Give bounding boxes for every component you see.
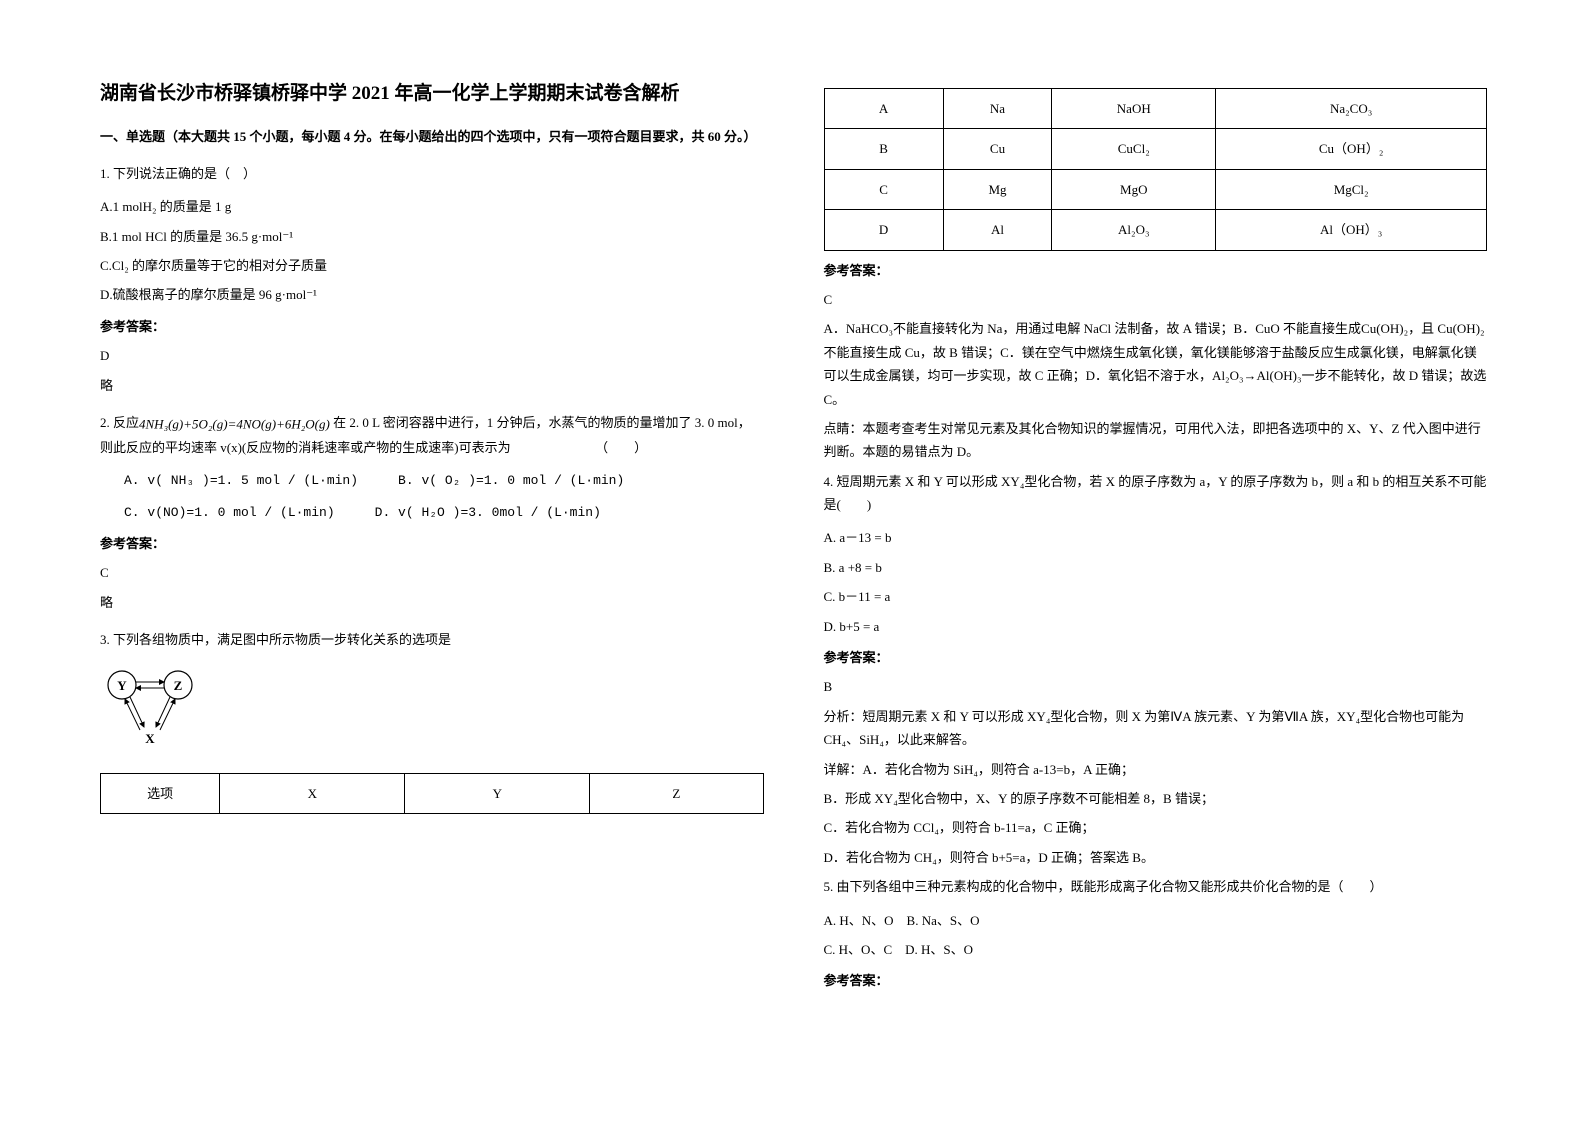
node-y: Y <box>117 678 127 693</box>
q1-opt-b: B.1 mol HCl 的质量是 36.5 g·mol⁻¹ <box>100 225 764 248</box>
q3-rowA-1: Na <box>943 89 1052 129</box>
q3-rowB-3: Cu（OH）₂ <box>1216 129 1487 169</box>
q2-options-row1: A. v( NH₃ )=1. 5 mol / (L·min) B. v( O₂ … <box>124 469 764 492</box>
q3-diagram: Y Z X <box>100 663 764 760</box>
q2-answer: C <box>100 561 764 584</box>
q2-answer-label: 参考答案： <box>100 532 764 555</box>
q4-opt-b: B. a +8 = b <box>824 556 1488 579</box>
q1-answer-label: 参考答案： <box>100 315 764 338</box>
q4-answer-label: 参考答案： <box>824 646 1488 669</box>
q4-stem: 4. 短周期元素 X 和 Y 可以形成 XY₄型化合物，若 X 的原子序数为 a… <box>824 470 1488 517</box>
q1-answer: D <box>100 344 764 367</box>
q2-stem: 2. 反应4NH₃(g)+5O₂(g)=4NO(g)+6H₂O(g) 在 2. … <box>100 411 764 459</box>
q5-stem: 5. 由下列各组中三种元素构成的化合物中，既能形成离子化合物又能形成共价化合物的… <box>824 875 1488 898</box>
q3-table-header: 选项 X Y Z <box>100 773 764 814</box>
q4-detail-b: B．形成 XY₄型化合物中，X、Y 的原子序数不可能相差 8，B 错误； <box>824 787 1488 810</box>
q3-rowA-2: NaOH <box>1052 89 1216 129</box>
q5-answer-label: 参考答案： <box>824 969 1488 992</box>
q2-opt-b: B. v( O₂ )=1. 0 mol / (L·min) <box>398 469 624 492</box>
q3-rowA-0: A <box>824 89 943 129</box>
q3-rowC-0: C <box>824 169 943 209</box>
q4-detail-c: C．若化合物为 CCl₄，则符合 b-11=a，C 正确； <box>824 816 1488 839</box>
q3-rowB-1: Cu <box>943 129 1052 169</box>
left-column: 湖南省长沙市桥驿镇桥驿中学 2021 年高一化学上学期期末试卷含解析 一、单选题… <box>100 80 764 1042</box>
q3-rowC-3: MgCl₂ <box>1216 169 1487 209</box>
q3-table-body: A Na NaOH Na₂CO₃ B Cu CuCl₂ Cu（OH）₂ C Mg… <box>824 88 1488 251</box>
q3-explanation1: A．NaHCO₃不能直接转化为 Na，用通过电解 NaCl 法制备，故 A 错误… <box>824 317 1488 411</box>
q4-opt-d: D. b+5 = a <box>824 615 1488 638</box>
q5-opt-ab: A. H、N、O B. Na、S、O <box>824 909 1488 932</box>
q3-rowD-1: Al <box>943 210 1052 250</box>
table-row: D Al Al₂O₃ Al（OH）₃ <box>824 210 1487 250</box>
page-title: 湖南省长沙市桥驿镇桥驿中学 2021 年高一化学上学期期末试卷含解析 <box>100 80 764 109</box>
q3-th-y: Y <box>405 773 590 813</box>
q3-answer-label: 参考答案： <box>824 259 1488 282</box>
q3-rowD-3: Al（OH）₃ <box>1216 210 1487 250</box>
table-row: A Na NaOH Na₂CO₃ <box>824 89 1487 129</box>
q1-opt-a: A.1 molH₂ 的质量是 1 g <box>100 195 764 218</box>
q2-opt-a: A. v( NH₃ )=1. 5 mol / (L·min) <box>124 469 358 492</box>
section-intro: 一、单选题（本大题共 15 个小题，每小题 4 分。在每小题给出的四个选项中，只… <box>100 125 764 148</box>
q2-stem-prefix: 2. 反应 <box>100 415 139 430</box>
q2-explanation: 略 <box>100 591 764 614</box>
q3-rowC-2: MgO <box>1052 169 1216 209</box>
q4-opt-a: A. a－13 = b <box>824 526 1488 549</box>
q4-opt-c: C. b－11 = a <box>824 585 1488 608</box>
node-x: X <box>145 731 155 746</box>
q4-detail-d: D．若化合物为 CH₄，则符合 b+5=a，D 正确；答案选 B。 <box>824 846 1488 869</box>
q3-rowA-3: Na₂CO₃ <box>1216 89 1487 129</box>
right-column: A Na NaOH Na₂CO₃ B Cu CuCl₂ Cu（OH）₂ C Mg… <box>824 80 1488 1042</box>
node-z: Z <box>174 678 183 693</box>
table-row: C Mg MgO MgCl₂ <box>824 169 1487 209</box>
table-row: B Cu CuCl₂ Cu（OH）₂ <box>824 129 1487 169</box>
q1-opt-d: D.硫酸根离子的摩尔质量是 96 g·mol⁻¹ <box>100 283 764 306</box>
q5-opt-cd: C. H、O、C D. H、S、O <box>824 938 1488 961</box>
q3-rowC-1: Mg <box>943 169 1052 209</box>
q3-rowD-0: D <box>824 210 943 250</box>
q1-stem: 1. 下列说法正确的是（ ） <box>100 162 764 185</box>
q3-explanation2: 点睛：本题考查考生对常见元素及其化合物知识的掌握情况，可用代入法，即把各选项中的… <box>824 417 1488 464</box>
q2-formula: 4NH₃(g)+5O₂(g)=4NO(g)+6H₂O(g) <box>139 416 330 431</box>
q1-opt-c: C.Cl₂ 的摩尔质量等于它的相对分子质量 <box>100 254 764 277</box>
q2-options-row2: C. v(NO)=1. 0 mol / (L·min) D. v( H₂O )=… <box>124 501 764 524</box>
q3-rowD-2: Al₂O₃ <box>1052 210 1216 250</box>
q1-explanation: 略 <box>100 374 764 397</box>
q3-stem: 3. 下列各组物质中，满足图中所示物质一步转化关系的选项是 <box>100 628 764 651</box>
q4-analysis: 分析：短周期元素 X 和 Y 可以形成 XY₄型化合物，则 X 为第ⅣA 族元素… <box>824 705 1488 752</box>
q3-th-option: 选项 <box>101 773 220 813</box>
q2-opt-c: C. v(NO)=1. 0 mol / (L·min) <box>124 501 335 524</box>
q3-th-z: Z <box>590 773 763 813</box>
q3-rowB-0: B <box>824 129 943 169</box>
q4-answer: B <box>824 675 1488 698</box>
q2-opt-d: D. v( H₂O )=3. 0mol / (L·min) <box>375 501 601 524</box>
q4-detail-a: 详解：A．若化合物为 SiH₄，则符合 a-13=b，A 正确； <box>824 758 1488 781</box>
q3-rowB-2: CuCl₂ <box>1052 129 1216 169</box>
q3-th-x: X <box>220 773 405 813</box>
q3-answer: C <box>824 288 1488 311</box>
cycle-diagram-svg: Y Z X <box>100 663 200 753</box>
